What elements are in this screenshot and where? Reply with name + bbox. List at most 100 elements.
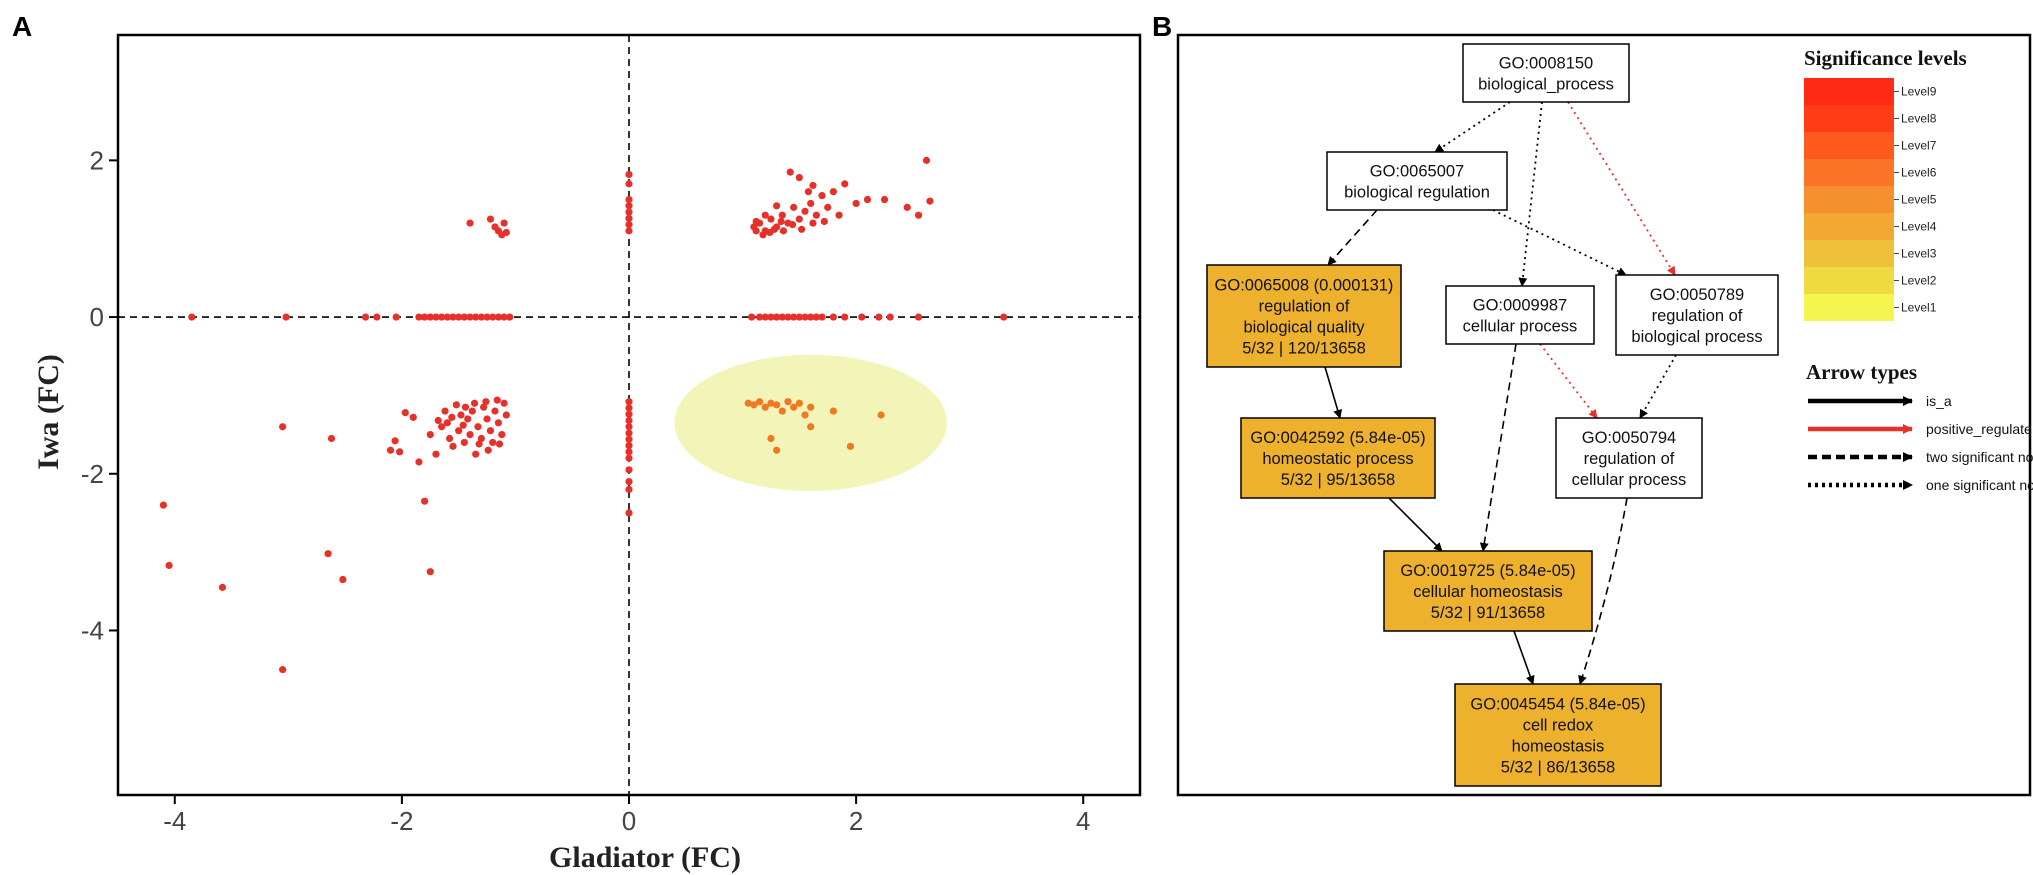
data-point (625, 509, 633, 517)
go-edges (1324, 101, 1677, 685)
highlighted-data-point (807, 423, 815, 431)
data-point (480, 403, 488, 411)
go-node-text: GO:0009987 (1473, 297, 1568, 315)
significance-level-label: Level1 (1901, 301, 1937, 315)
data-point (809, 181, 817, 190)
go-node-text: cellular process (1572, 471, 1687, 489)
highlighted-data-point (829, 407, 838, 415)
go-edge (1539, 343, 1598, 419)
data-point (829, 188, 838, 196)
go-graph-frame (1176, 33, 2032, 797)
data-point (409, 413, 417, 421)
go-node: GO:0050794 regulation of cellular process (1555, 417, 1703, 499)
data-point (401, 409, 409, 417)
data-point (445, 434, 454, 443)
data-point (761, 211, 769, 219)
data-point (489, 313, 497, 321)
data-point (457, 411, 465, 419)
data-point (770, 225, 778, 233)
go-node-text: GO:0050794 (1582, 429, 1677, 447)
data-point (279, 666, 287, 674)
data-point (449, 442, 457, 450)
data-point (625, 477, 633, 486)
go-node-text: 5/32 | 95/13658 (1281, 471, 1395, 489)
data-point (926, 197, 934, 205)
significance-color-swatch (1804, 294, 1894, 321)
highlighted-data-point (846, 442, 855, 450)
data-point (922, 156, 931, 164)
y-tick-label: -2 (81, 459, 104, 489)
data-point (500, 313, 508, 321)
significance-color-swatch (1804, 267, 1894, 294)
highlighted-data-point (773, 446, 781, 454)
data-point (795, 215, 803, 223)
highlighted-data-point (761, 403, 769, 411)
go-node-text: cell redox (1523, 717, 1594, 735)
x-tick-label: -4 (163, 806, 186, 836)
y-axis-title: Iwa (FC) (32, 354, 65, 470)
y-tick-label: -4 (81, 615, 104, 645)
arrow-legend-label: one significant node (1926, 477, 2033, 493)
data-point (761, 313, 769, 321)
data-point (486, 215, 495, 223)
go-node-box (1240, 417, 1436, 499)
data-point (494, 313, 503, 321)
data-point (625, 416, 633, 425)
highlighted-data-point (773, 401, 781, 409)
data-point (470, 399, 479, 407)
significance-legend-title: Significance levels (1804, 46, 1967, 70)
x-axis-title: Gladiator (FC) (549, 841, 741, 874)
data-point (483, 415, 491, 423)
data-point (625, 195, 633, 204)
data-point (464, 415, 472, 423)
data-point (494, 419, 503, 427)
go-node-text: homeostasis (1512, 738, 1605, 756)
data-point (880, 195, 889, 204)
go-node-box (1383, 550, 1593, 632)
data-point (498, 231, 506, 239)
go-node-box (1326, 151, 1508, 211)
data-point (829, 313, 838, 321)
data-point (432, 313, 440, 321)
data-point (489, 438, 497, 447)
data-point (625, 221, 633, 229)
go-node-box (1555, 417, 1703, 499)
highlighted-data-point (750, 401, 758, 409)
go-node-text: GO:0065007 (1370, 163, 1465, 181)
significance-level-label: Level9 (1901, 85, 1937, 99)
data-point (798, 225, 806, 233)
data-point (778, 313, 786, 321)
arrow-legend-title: Arrow types (1806, 360, 1917, 384)
data-point (426, 313, 434, 321)
data-point (625, 410, 633, 418)
go-node: GO:0019725 (5.84e-05) cellular homeostasi… (1383, 550, 1593, 632)
go-edge (1518, 101, 1543, 287)
go-edge (1388, 497, 1443, 552)
go-node: GO:0042592 (5.84e-05) homeostatic process… (1240, 417, 1436, 499)
arrow-legend-label: two significant nodes (1926, 449, 2033, 465)
data-point (914, 313, 923, 321)
scatter-plot: -4 -2 0 2 4 2 0 -2 -4 Gladiator (FC) Iwa (FC) (32, 33, 1142, 874)
go-node-text: cellular homeostasis (1413, 583, 1562, 601)
data-point (472, 450, 480, 458)
go-node-box (1462, 43, 1630, 103)
significance-color-swatch (1804, 240, 1894, 267)
data-point (460, 313, 468, 321)
arrow-legend-label: positive_regulate (1926, 421, 2032, 437)
highlight-ellipse-layer (674, 354, 947, 491)
data-point (625, 227, 633, 235)
data-point (391, 437, 399, 445)
data-point (421, 497, 429, 505)
data-point (801, 207, 809, 215)
data-point (1000, 313, 1008, 321)
go-node: GO:0050789 regulation of biological proces… (1615, 274, 1779, 356)
arrow-legend-label: is_a (1926, 393, 1952, 409)
data-point (625, 441, 633, 450)
significance-legend: Significance levels Level9 Level8 Level7 Lev… (1804, 46, 1967, 321)
highlighted-data-point (790, 403, 798, 411)
data-point (452, 401, 460, 409)
data-point (773, 313, 781, 321)
data-point (386, 446, 395, 454)
data-point (790, 313, 798, 321)
data-point (777, 217, 785, 226)
